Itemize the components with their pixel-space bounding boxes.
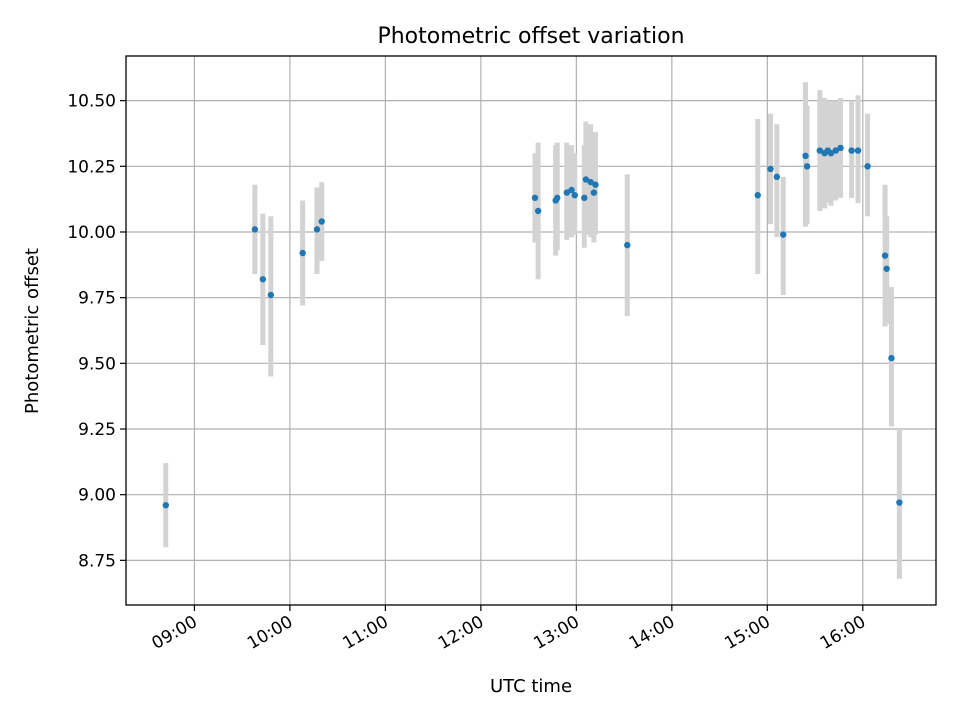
y-tick-label: 9.00 [78,486,116,506]
data-point [827,149,835,157]
data-point [773,173,781,181]
data-point [587,178,594,186]
x-tick-label: 12:00 [435,612,487,654]
data-point [592,181,599,188]
x-axis-ticks: 09:00 10:00 11:00 12:00 13:00 14:00 15:00 16:00 [148,605,869,654]
data-point [780,231,787,238]
data-point [816,147,824,154]
y-axis-label: Photometric offset [22,248,43,414]
data-point [299,249,306,257]
plot-frame [125,55,937,606]
x-tick-label: 10:00 [244,612,296,654]
data-point [803,163,811,170]
y-tick-label: 9.25 [78,420,116,440]
data-point [267,291,275,299]
data-point [554,194,561,202]
data-point [251,226,259,233]
data-point [531,194,539,202]
data-point [534,207,542,215]
data-point [854,147,862,154]
data-point [624,241,631,249]
data-point [563,189,571,196]
y-tick-label: 9.50 [78,354,116,374]
data-point [802,152,809,160]
data-point [767,165,774,173]
x-tick-label: 14:00 [626,612,678,654]
error-bars [163,82,902,579]
y-tick-label: 9.75 [78,289,116,309]
data-point [832,147,839,154]
data-point [837,144,844,152]
data-points [162,144,903,509]
y-tick-label: 10.25 [67,157,116,177]
y-tick-label: 8.75 [78,551,116,571]
y-tick-label: 10.50 [67,92,116,112]
chart-title: Photometric offset variation [377,24,684,49]
x-tick-label: 16:00 [817,612,869,654]
data-point [568,186,575,194]
x-tick-label: 15:00 [721,612,773,654]
x-tick-label: 09:00 [148,612,200,654]
data-point [848,147,855,154]
data-point [896,499,903,506]
data-point [162,501,169,509]
data-point [864,163,871,170]
y-tick-label: 10.00 [67,223,116,243]
grid [126,56,936,605]
data-point [754,192,761,199]
data-point [881,252,889,259]
x-tick-label: 11:00 [339,612,391,654]
data-point [883,265,890,272]
data-point [888,354,895,362]
data-point [313,226,321,233]
y-axis-ticks: 8.75 9.00 9.25 9.50 9.75 10.00 10.25 10.50 [67,92,126,571]
data-point [582,176,590,183]
x-axis-label: UTC time [490,676,572,697]
data-point [259,276,267,283]
data-point [571,192,578,199]
data-point [581,194,588,202]
data-point [318,218,325,225]
data-point [590,189,598,196]
x-tick-label: 13:00 [530,612,582,654]
